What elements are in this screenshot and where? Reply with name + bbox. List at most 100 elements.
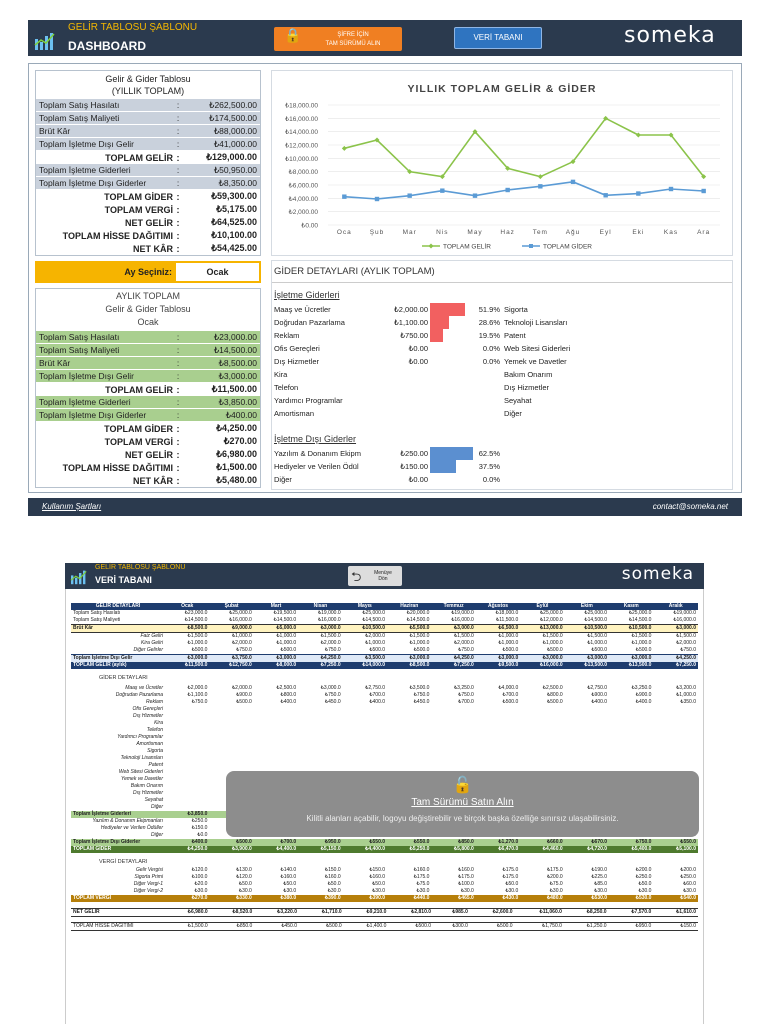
table-cell: ₺3,000.0 xyxy=(187,655,208,661)
expense-percent: 0.0% xyxy=(482,344,500,353)
table-cell: ₺450.0 xyxy=(281,923,298,929)
annual-row: NET KÂR: ₺54,425.00 xyxy=(36,242,260,255)
back-to-menu-button[interactable]: ⮌ Menüye Dön xyxy=(348,566,402,586)
table-cell: ₺1,000.0 xyxy=(676,692,696,698)
table-cell: Toplam İşletme Dışı Gelir xyxy=(73,655,133,661)
table-cell xyxy=(343,720,387,727)
row-value: ₺54,425.00 xyxy=(211,243,257,253)
table-cell: ₺6,500.0 xyxy=(498,625,519,631)
locked-area-overlay[interactable]: 🔓 Tam Sürümü Satın Alın Kilitli alanları… xyxy=(226,771,699,837)
y-tick-label: ₺6,000.00 xyxy=(289,182,319,190)
table-cell xyxy=(431,706,475,713)
expense-category-item: Web Sitesi Giderleri xyxy=(504,344,571,353)
table-cell xyxy=(565,741,609,748)
expense-detail-row: Hediyeler ve Verilen Ödül ₺150.00 37.5% xyxy=(274,460,502,473)
table-cell: Teknoloji Lisansları xyxy=(120,755,163,761)
monthly-title: AYLIK TOPLAM xyxy=(115,291,181,301)
table-cell: Toplam İşletme Giderleri xyxy=(73,811,131,817)
expense-percent: 28.6% xyxy=(478,318,500,327)
table-cell: ₺6,980.0 xyxy=(187,909,208,915)
table-cell: ₺1,500.0 xyxy=(587,633,608,639)
row-value: ₺11,500.00 xyxy=(211,384,257,394)
table-cell: ₺30.0 xyxy=(372,888,386,894)
table-cell: Temmuz xyxy=(443,603,464,609)
database-button[interactable]: VERİ TABANI xyxy=(454,27,542,49)
table-cell: ₺14,500.0 xyxy=(362,617,386,623)
data-point xyxy=(407,169,413,175)
table-cell xyxy=(343,748,387,755)
row-label: Toplam Satış Hasılatı xyxy=(39,332,120,342)
table-cell: ₺530.0 xyxy=(591,895,608,901)
annual-row: Toplam Satış Maliyeti: ₺174,500.00 xyxy=(36,112,260,125)
table-cell xyxy=(298,713,342,720)
table-cell: ₺150.0 xyxy=(680,923,696,929)
table-cell: ₺160.0 xyxy=(413,867,430,873)
brand-logo: someka xyxy=(624,23,716,48)
tax-total-row: TOPLAM VERGİ ₺270.0 ₺330.0 ₺380.0 ₺390.0 ₺390… xyxy=(71,895,698,902)
padlock-icon: 🔓 xyxy=(452,777,473,794)
get-full-version-button[interactable]: 🔒 ŞİFRE İÇİN TAM SÜRÜMÜ ALIN xyxy=(274,27,402,51)
table-cell xyxy=(476,713,520,720)
table-cell: ₺3,000.0 xyxy=(631,655,652,661)
expense-details-title: GİDER DETAYLARI (AYLIK TOPLAM) xyxy=(272,261,732,283)
table-cell xyxy=(476,741,520,748)
table-cell: ₺250.0 xyxy=(680,874,696,880)
table-cell: ₺160.0 xyxy=(324,874,341,880)
monthly-row: Toplam İşletme Dışı Giderler: ₺400.00 xyxy=(36,409,260,422)
table-cell xyxy=(165,776,209,783)
table-cell: ₺50.0 xyxy=(327,881,341,887)
table-cell xyxy=(254,741,298,748)
x-tick-label: Oca xyxy=(337,229,352,236)
tax-row: Gelir Vergisi ₺120.0 ₺130.0 ₺140.0 ₺150.0 ₺15… xyxy=(71,867,698,874)
annual-row: NET GELİR: ₺64,525.00 xyxy=(36,216,260,229)
table-cell: ₺75.0 xyxy=(416,881,430,887)
table-cell: ₺3,500.0 xyxy=(365,655,386,661)
table-cell: ₺450.0 xyxy=(413,699,430,705)
table-cell: ₺16,000.0 xyxy=(229,617,252,623)
table-cell: TOPLAM HİSSE DAĞITIMI xyxy=(73,923,134,929)
nonop-total-row: Toplam İşletme Dışı Giderler ₺400.0 ₺500.0… xyxy=(71,839,698,846)
row-label: TOPLAM GELİR xyxy=(105,384,173,395)
table-cell: ₺5,400.0 xyxy=(631,846,652,852)
table-cell xyxy=(387,762,431,769)
table-cell: ₺200.0 xyxy=(546,874,563,880)
table-cell: Patent xyxy=(148,762,163,768)
terms-link[interactable]: Kullanım Şartları xyxy=(42,502,102,511)
table-cell xyxy=(653,755,698,762)
table-cell xyxy=(565,734,609,741)
menu-line2: Dön xyxy=(378,576,388,582)
table-cell xyxy=(165,797,209,804)
expense-share-bar xyxy=(430,316,450,329)
expense-category-item: Diğer xyxy=(504,409,522,418)
table-cell: ₺3,220.0 xyxy=(277,909,298,915)
table-cell: ₺14,500.0 xyxy=(184,617,208,623)
table-cell: Mayıs xyxy=(357,603,372,609)
table-cell: ₺13,500.0 xyxy=(584,662,608,668)
table-cell: ₺5,100.0 xyxy=(676,846,696,852)
table-cell: ₺160.0 xyxy=(280,874,297,880)
expense-label: Reklam xyxy=(274,331,300,340)
table-cell: ₺30.0 xyxy=(416,888,430,894)
series-line-expense xyxy=(344,181,704,200)
annual-subtitle: (YILLIK TOPLAM) xyxy=(111,86,185,96)
table-cell xyxy=(165,748,209,755)
row-value: ₺41,000.00 xyxy=(213,138,257,149)
table-cell: ₺400.0 xyxy=(280,699,297,705)
data-point xyxy=(407,193,412,198)
table-cell: ₺400.0 xyxy=(369,699,386,705)
data-point xyxy=(668,132,674,138)
table-cell: ₺3,000.0 xyxy=(587,655,608,661)
row-colon: : xyxy=(176,230,180,241)
table-cell: ₺5,250.0 xyxy=(409,846,430,852)
series-line-income xyxy=(344,117,705,178)
table-cell: ₺50.0 xyxy=(638,881,652,887)
table-cell xyxy=(387,706,431,713)
table-cell xyxy=(476,755,520,762)
row-colon: : xyxy=(176,178,180,188)
buy-full-version-link[interactable]: Tam Sürümü Satın Alın xyxy=(411,797,514,808)
month-select-dropdown[interactable]: Ocak xyxy=(176,263,259,281)
table-cell xyxy=(565,713,609,720)
expense-row: Teknoloji Lisansları xyxy=(71,755,698,762)
contact-email[interactable]: contact@someka.net xyxy=(652,502,728,511)
table-cell xyxy=(520,748,564,755)
